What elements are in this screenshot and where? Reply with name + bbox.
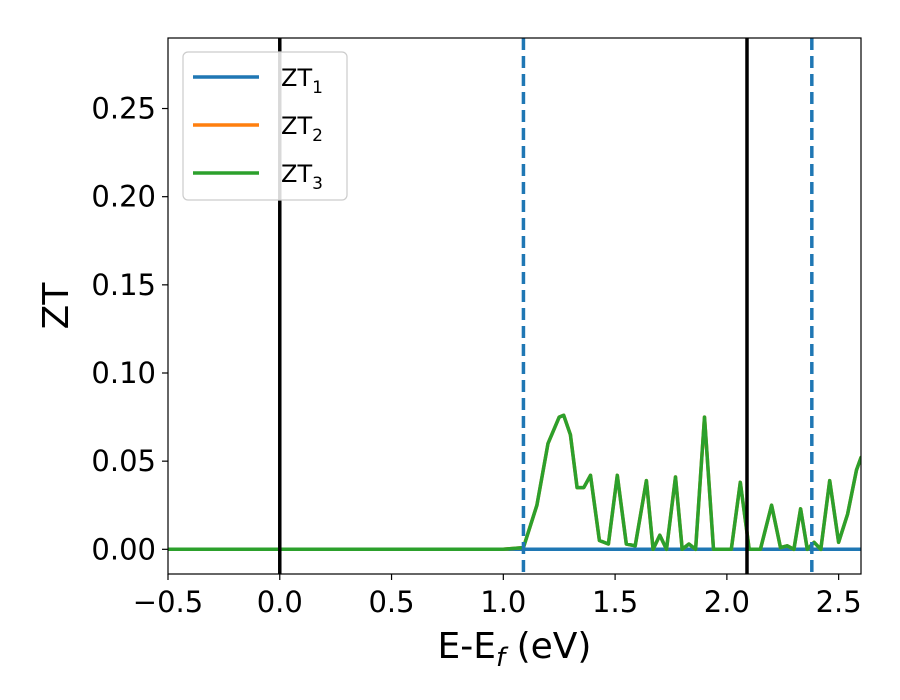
legend-label-3: ZT3 xyxy=(281,160,323,194)
legend: ZT1 ZT2 ZT3 xyxy=(182,51,348,201)
x-tick-label: 2.5 xyxy=(816,585,862,619)
x-axis-label: E-Ef (eV) xyxy=(438,626,592,673)
y-tick-label: 0.20 xyxy=(91,180,156,214)
x-axis-label-unit: (eV) xyxy=(505,626,591,667)
series-line-3 xyxy=(168,413,861,552)
x-tick-label: 1.0 xyxy=(480,585,526,619)
y-axis-label: ZT xyxy=(36,282,77,330)
x-tick-label: 2.0 xyxy=(704,585,750,619)
x-tick-label: −0.5 xyxy=(133,585,203,619)
y-tick-label: 0.15 xyxy=(91,268,156,302)
x-tick-label: 0.5 xyxy=(368,585,414,619)
y-tick-label: 0.25 xyxy=(91,92,156,126)
legend-box xyxy=(182,51,348,201)
x-tick-label: 0.0 xyxy=(257,585,303,619)
x-tick-label: 1.5 xyxy=(592,585,638,619)
axis-ticks: −0.5 0.0 0.5 1.0 1.5 2.0 2.5 0.00 0.05 0.10 0.15 0.… xyxy=(91,92,861,619)
legend-label-1: ZT1 xyxy=(281,64,323,98)
series-line-2 xyxy=(168,413,861,552)
y-tick-label: 0.10 xyxy=(91,356,156,390)
plot-frame xyxy=(167,37,862,575)
x-axis-label-main: E-E xyxy=(438,626,496,667)
legend-label-2: ZT2 xyxy=(281,112,323,146)
y-tick-label: 0.05 xyxy=(91,444,156,478)
y-tick-label: 0.00 xyxy=(91,532,156,566)
